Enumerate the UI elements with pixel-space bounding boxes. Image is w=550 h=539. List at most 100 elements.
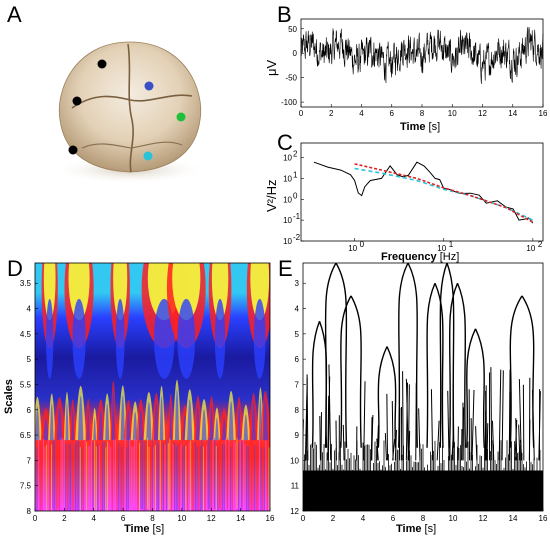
chart-d-finger-core-23 [195,405,200,441]
chart-d-finger-core-30 [243,414,249,441]
chart-d-stripe [195,442,196,511]
chart-d-stripe [103,442,105,511]
chart-d-stripe [63,438,65,510]
chart-d-lobe-yellow-6 [211,263,229,321]
chart-d-xtick-3: 6 [121,514,126,523]
chart-d-stripe [188,442,190,511]
chart-d-stripe [246,446,248,511]
chart-d-finger-core-11 [111,390,115,441]
chart-d-stripe [148,446,150,511]
chart-d-stripe [76,439,78,511]
chart-d-stripe [113,439,115,511]
chart-d-stripe [164,444,166,511]
panel-letter-e: E [278,256,293,281]
chart-d-stripe [155,445,156,511]
chart-e-short-line-62 [386,393,389,461]
chart-d-stripe [147,437,148,509]
chart-d-stripe [47,439,49,511]
chart-b-xtick-3: 6 [390,109,395,118]
chart-e-short-line-48 [518,424,521,461]
chart-d-finger-core-4 [65,401,69,441]
chart-c-ytick-exp-2: 0 [293,191,298,200]
chart-d-lobe-yellow-4 [43,263,56,321]
chart-d-ytick-5: 6 [27,406,32,415]
chart-d-stripe [49,442,51,511]
chart-b-xtick-7: 14 [508,109,517,118]
chart-d-stripe [177,443,179,511]
chart-d-stripe [99,445,100,511]
chart-e-xtick-8: 16 [539,514,548,523]
chart-d-stripe [44,446,46,511]
chart-d-stripe [142,438,144,510]
chart-e-maxima-line-2b [434,282,444,448]
chart-e-ytick-1: 4 [295,305,300,314]
chart-d-stripe [97,443,99,511]
chart-d-stripe [92,442,94,511]
chart-e-ytick-9: 12 [290,507,299,516]
chart-d-stripe [236,437,238,509]
chart-d-stripe [94,440,96,511]
chart-d-stripe [143,441,145,511]
chart-d-stripe [175,446,177,511]
chart-e-xtick-4: 8 [421,514,426,523]
chart-c-xtick-1: 10 [437,244,446,253]
chart-c-series-0 [313,161,534,224]
chart-d-xtick-7: 14 [236,514,245,523]
chart-d-stripe [267,447,268,511]
chart-d-stripe [179,440,180,511]
chart-d-finger-core-10 [105,403,110,441]
chart-d-stripe [159,440,161,511]
chart-d-stripe [39,444,41,511]
chart-d-stripe [52,438,54,510]
chart-d-finger-core-27 [222,418,227,441]
chart-e-short-line-40 [319,416,321,461]
chart-c-ytick-exp-0: 2 [293,150,298,159]
chart-d-stripe [180,443,182,511]
chart-d-stripe [71,440,73,511]
chart-d-lobe-yellow-0 [68,263,90,321]
chart-e-maxima-line-8b [474,328,485,448]
chart-d-lobe-blue-1 [153,298,175,379]
chart-d-stripe [102,441,104,511]
chart-d-stripe [196,446,198,511]
chart-b-xtick-4: 8 [420,109,425,118]
chart-d-stripe [223,444,225,511]
chart-e-maxima-line-7b [318,320,328,448]
chart-d-stripe [111,441,113,511]
chart-d-stripe [206,445,208,511]
chart-d-stripe [57,437,59,509]
chart-e-maxima-line-4 [509,295,523,448]
chart-b-ylabel: μV [264,60,279,76]
chart-d-stripe [59,442,60,511]
panel-letter-d: D [7,256,23,281]
chart-b-ytick-3: -100 [281,98,298,107]
chart-d-finger-core-3 [56,407,63,441]
chart-d-stripe [163,442,164,511]
chart-e-short-line-50 [305,377,308,461]
chart-d-stripe [239,438,241,510]
chart-d-stripe [43,438,44,510]
chart-d-finger-core-18 [159,395,164,441]
chart-e-ytick-8: 11 [291,482,300,491]
chart-d-stripe [54,440,56,511]
chart-d-ytick-3: 5 [27,355,32,364]
chart-d-xtick-8: 16 [266,514,275,523]
chart-d-stripe [89,445,91,511]
chart-e-short-line-42 [519,439,523,461]
chart-d-stripe [60,437,62,509]
chart-b-xtick-5: 10 [448,109,457,118]
chart-e-short-line-17 [490,367,493,461]
chart-e-maxima-line-1b [350,295,362,448]
chart-e-short-line-51 [370,417,373,461]
chart-c-ytick-exp-1: 1 [293,170,298,179]
chart-d-finger-core-33 [262,400,269,441]
chart-d-stripe [219,438,220,509]
chart-d-ytick-4: 5.5 [20,380,32,389]
chart-d-finger-core-29 [237,406,241,441]
chart-d-stripe [167,443,169,511]
chart-d-stripe [241,441,243,511]
chart-e-xlabel: Time [s] [396,523,436,535]
chart-d-stripe [51,444,52,511]
